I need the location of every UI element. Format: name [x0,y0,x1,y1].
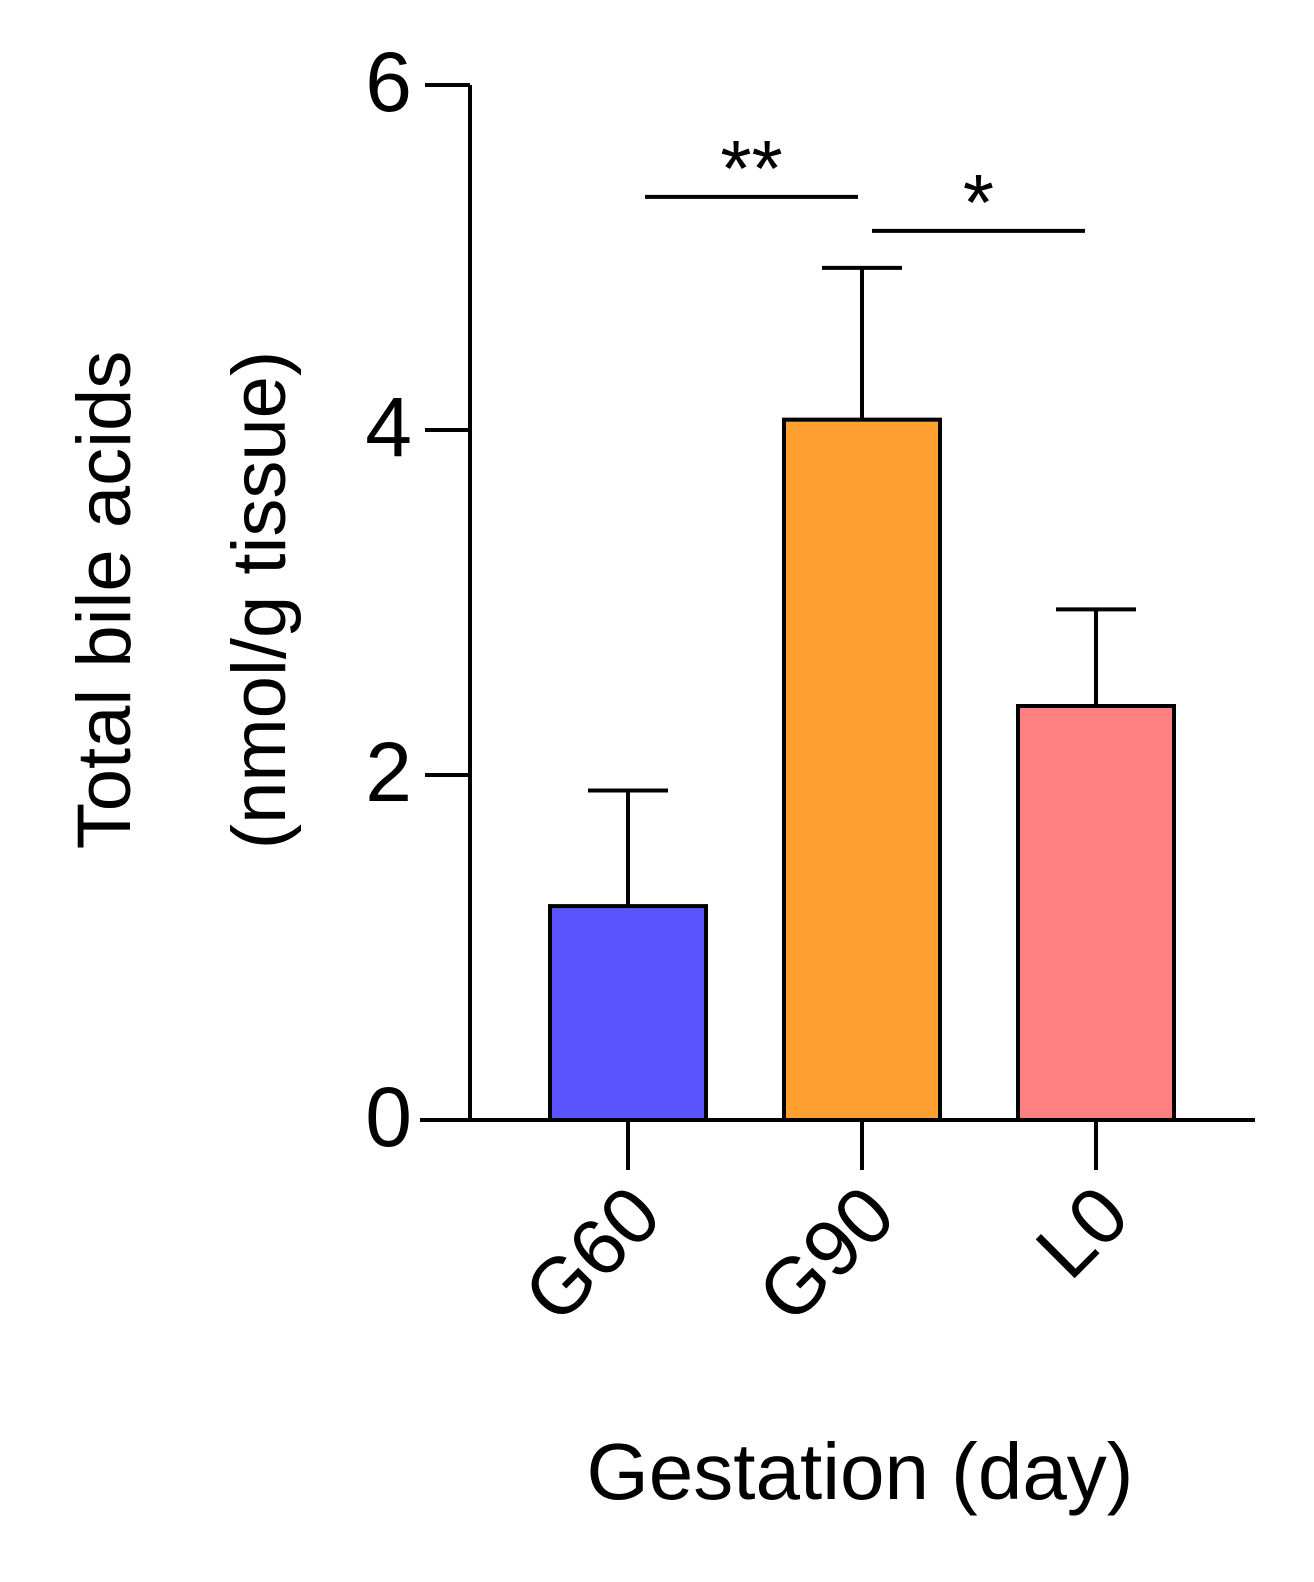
x-tick-label: G60 [507,1169,677,1339]
bar [782,417,942,1122]
x-tick-label: G90 [741,1169,911,1339]
x-tick-label: L0 [1019,1169,1145,1295]
x-axis-label: Gestation (day) [587,1427,1134,1516]
significance-label: * [963,158,994,247]
bar [548,904,708,1122]
bar [1016,704,1176,1122]
y-tick-label: 6 [365,35,412,129]
y-tick-label: 2 [365,725,412,819]
y-axis-label: (nmol/g tissue) [217,351,302,849]
y-tick-label: 0 [365,1070,412,1164]
y-tick-label: 4 [365,380,412,474]
significance-label: ** [720,124,782,213]
y-axis-label: Total bile acids [62,351,147,850]
